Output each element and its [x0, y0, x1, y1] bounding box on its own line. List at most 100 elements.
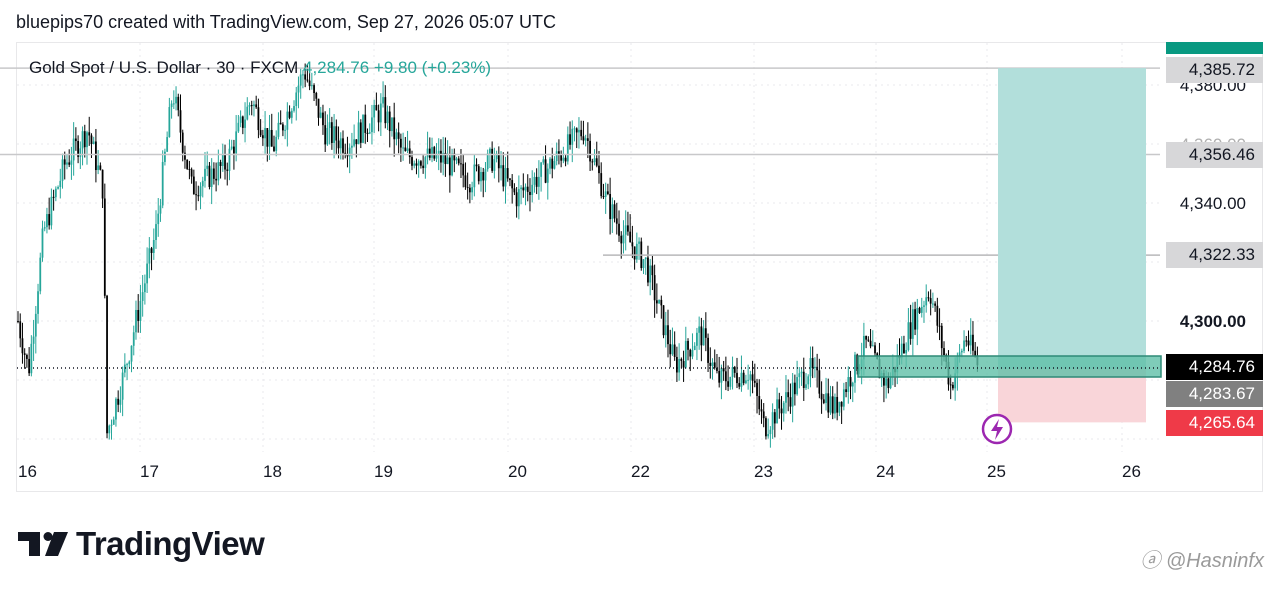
- candle-body: [486, 153, 489, 170]
- candle-body: [150, 248, 153, 253]
- candle-body: [355, 139, 358, 145]
- candle-body: [235, 131, 238, 154]
- brand-name: TradingView: [76, 525, 265, 562]
- candle-body: [261, 135, 264, 139]
- candle-body: [611, 204, 614, 220]
- candle-body: [773, 412, 776, 424]
- candle-body: [555, 151, 558, 162]
- candle-body: [629, 231, 632, 243]
- candle-body: [30, 343, 33, 374]
- candle-body: [83, 131, 86, 148]
- candle-body: [415, 163, 418, 166]
- x-tick-25: 25: [987, 462, 1006, 481]
- x-tick-24: 24: [876, 462, 895, 481]
- candle-body: [845, 389, 847, 393]
- candle-body: [671, 344, 674, 355]
- candle-body: [918, 307, 921, 313]
- candle-body: [831, 396, 834, 414]
- loss-zone: [998, 369, 1146, 423]
- candle-body: [253, 104, 255, 107]
- candle-body: [745, 380, 747, 384]
- candle-body: [540, 162, 543, 177]
- candle-body: [230, 146, 233, 149]
- candle-body: [974, 350, 977, 356]
- x-tick-20: 20: [508, 462, 527, 481]
- candle-body: [257, 107, 260, 131]
- candle-body: [907, 322, 910, 350]
- candle-body: [302, 74, 304, 76]
- candle-body: [638, 241, 640, 244]
- candle-body: [526, 186, 529, 192]
- candle-body: [457, 158, 460, 164]
- candle-body: [442, 152, 445, 163]
- candle-body: [524, 186, 527, 191]
- candle-body: [130, 345, 133, 362]
- price-tag-level-1: 4,356.46: [1166, 142, 1263, 168]
- candle-body: [475, 164, 478, 167]
- candle-body: [417, 161, 420, 166]
- candle-body: [720, 368, 723, 383]
- candle-body: [827, 393, 830, 413]
- tradingview-logo: TradingView: [18, 524, 265, 564]
- candle-body: [408, 148, 411, 158]
- candle-body: [582, 136, 585, 141]
- x-tick-22: 22: [631, 462, 650, 481]
- price-tag-last: 4,284.76: [1166, 354, 1263, 380]
- candle-body: [793, 382, 796, 395]
- candle-body: [446, 157, 449, 165]
- candle-body: [769, 429, 772, 435]
- candle-body: [471, 187, 474, 193]
- candle-body: [751, 374, 754, 381]
- candle-body: [856, 354, 859, 371]
- candle-body: [123, 364, 126, 373]
- candle-body: [707, 337, 709, 363]
- watermark: ⓐ @Hasninfx: [1140, 544, 1264, 573]
- candle-body: [464, 175, 467, 188]
- candle-body: [244, 119, 246, 128]
- candle-body: [929, 298, 932, 304]
- candle-body: [448, 157, 451, 176]
- candle-body: [190, 169, 193, 177]
- candle-body: [569, 134, 571, 145]
- candle-body: [157, 213, 160, 225]
- candle-body: [753, 380, 756, 383]
- x-tick-18: 18: [263, 462, 282, 481]
- candle-body: [228, 148, 231, 171]
- candle-body: [344, 152, 347, 155]
- candle-body: [586, 138, 589, 141]
- candle-body: [241, 116, 244, 128]
- candle-body: [368, 132, 371, 134]
- candle-body: [239, 116, 242, 123]
- candle-body: [108, 425, 111, 434]
- candle-body: [217, 162, 220, 181]
- candle-body: [212, 168, 215, 179]
- candle-body: [934, 303, 937, 306]
- candle-body: [789, 397, 792, 407]
- candle-body: [506, 168, 509, 179]
- candle-body: [373, 105, 376, 118]
- candle-body: [834, 396, 836, 414]
- candle-body: [807, 376, 810, 385]
- candle-body: [399, 138, 402, 148]
- candle-body: [377, 110, 380, 123]
- candle-body: [466, 187, 469, 189]
- candle-body: [851, 382, 854, 387]
- candle-body: [949, 384, 952, 386]
- candle-body: [531, 184, 534, 195]
- candle-body: [491, 148, 494, 171]
- candle-body: [477, 166, 480, 182]
- candle-body: [39, 257, 42, 292]
- candle-body: [366, 132, 369, 134]
- candle-body: [687, 340, 689, 350]
- candle-body: [346, 154, 349, 157]
- candle-body: [402, 147, 404, 149]
- candle-body: [259, 130, 262, 136]
- candle-body: [558, 151, 560, 155]
- candle-body: [219, 162, 222, 166]
- candle-body: [967, 340, 970, 346]
- candle-body: [431, 147, 433, 158]
- candle-body: [74, 138, 77, 142]
- candle-body: [702, 328, 705, 346]
- candle-body: [511, 180, 514, 189]
